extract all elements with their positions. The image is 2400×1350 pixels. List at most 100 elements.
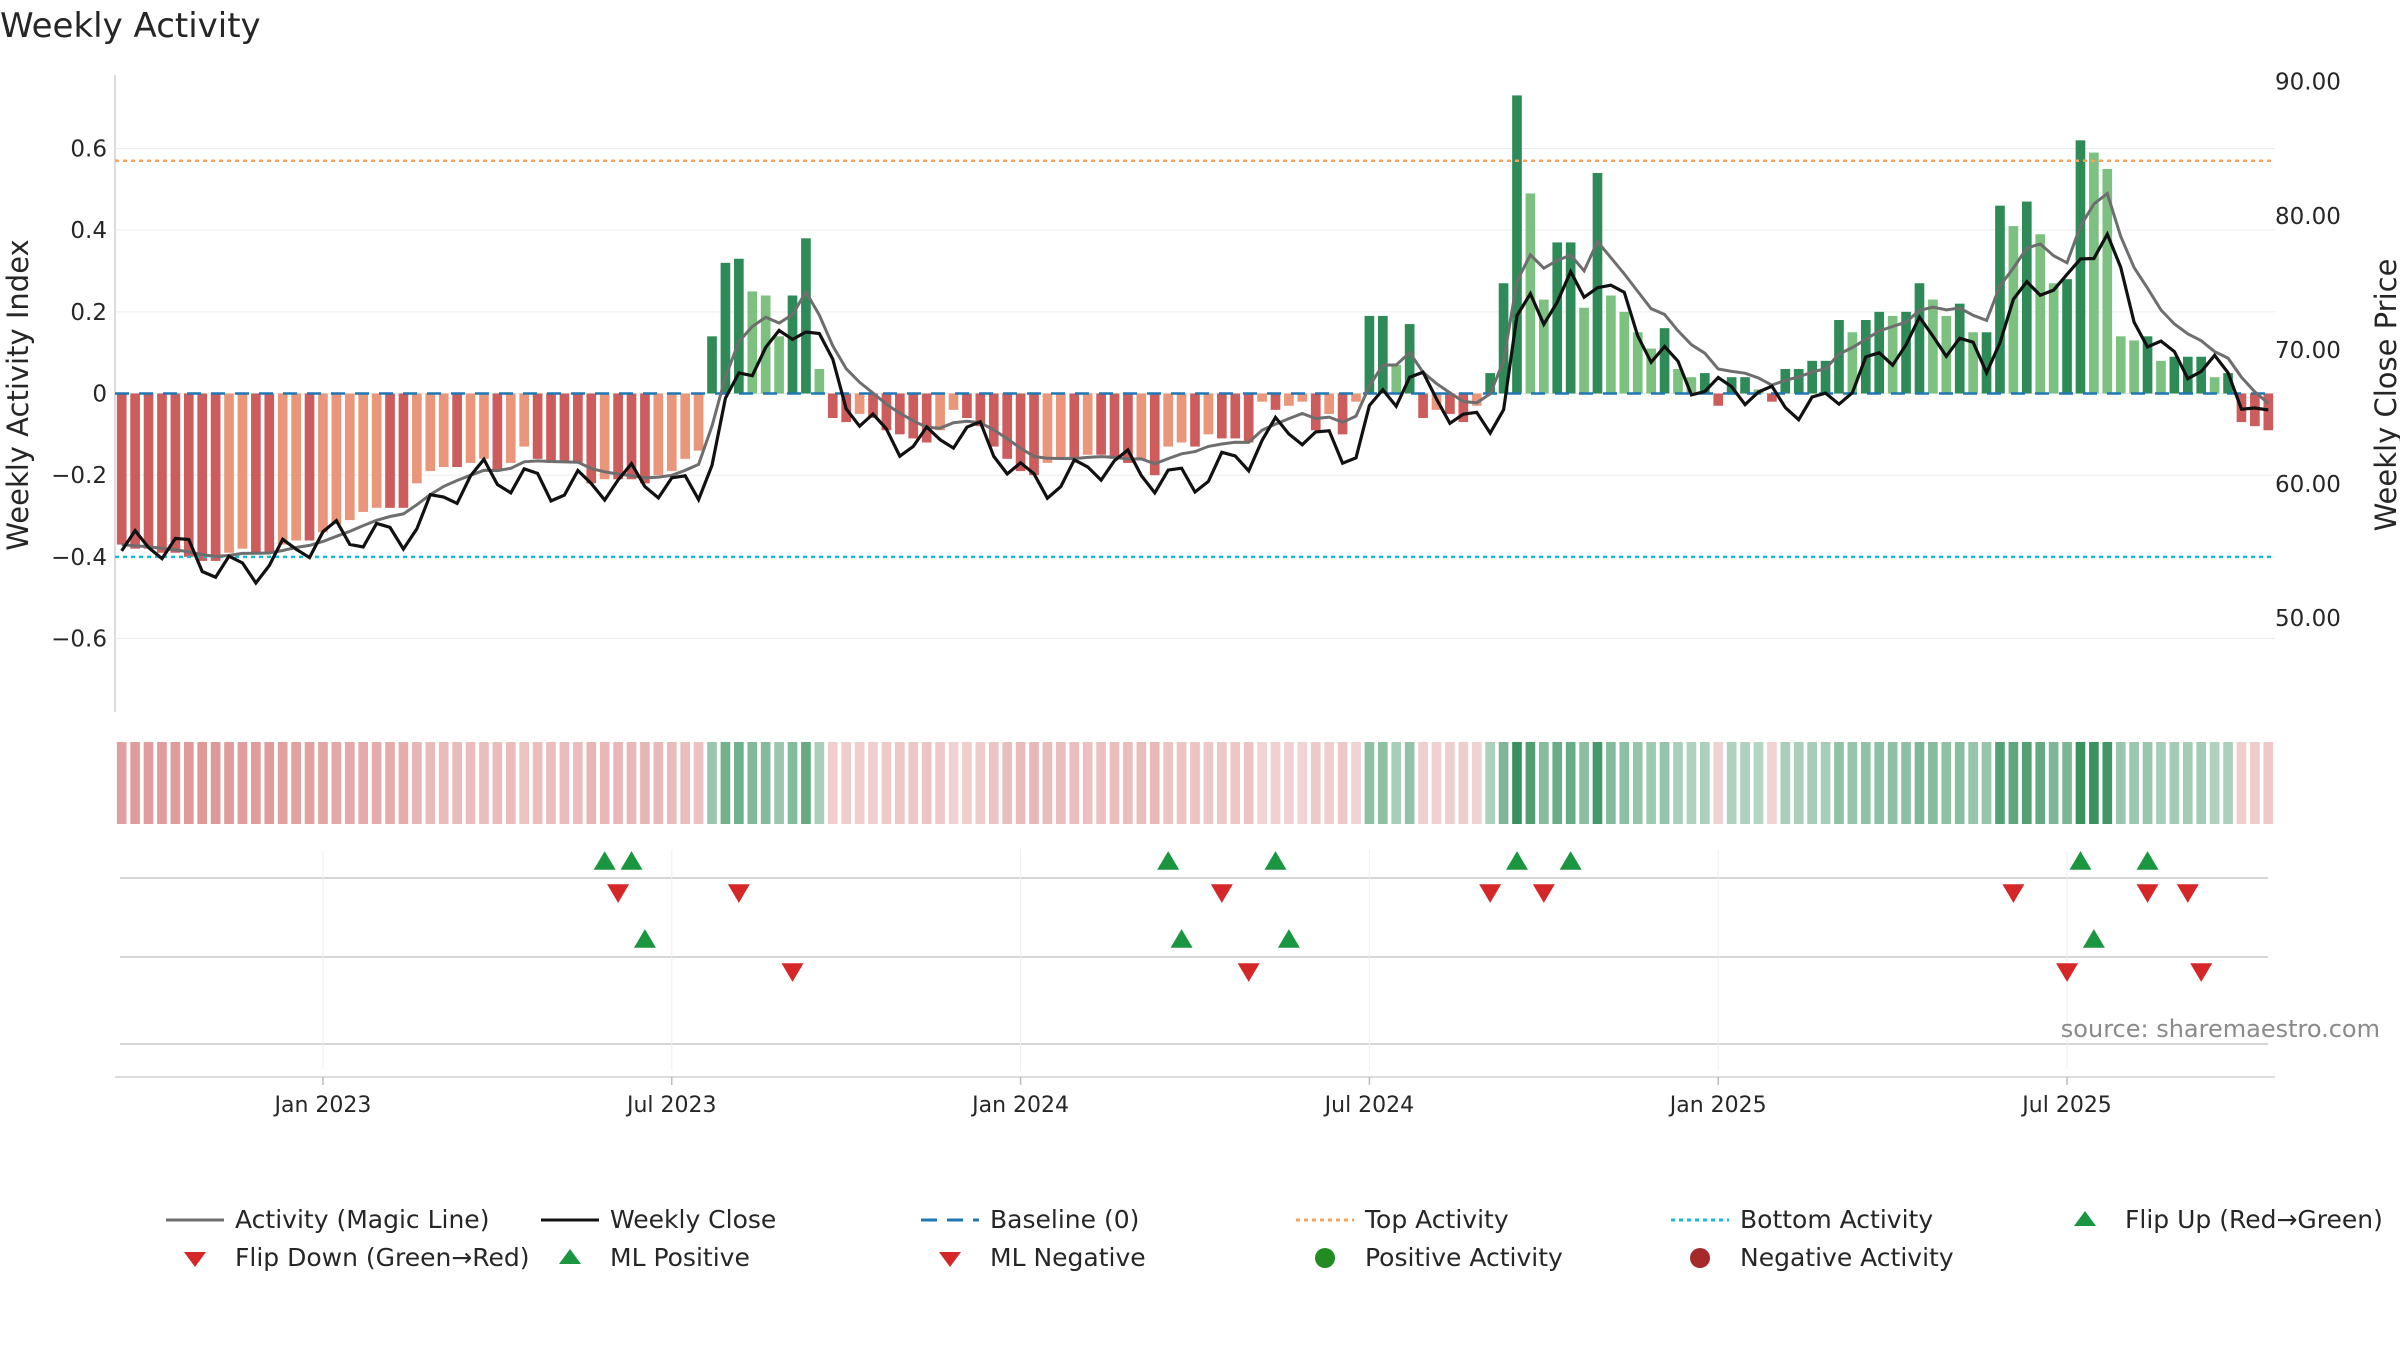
activity-bar <box>1377 315 1388 394</box>
heat-strip-cell <box>1297 742 1308 824</box>
activity-bar <box>1820 360 1831 394</box>
y-axis-label-right: Weekly Close Price <box>2369 259 2400 532</box>
source-watermark: source: sharemaestro.com <box>2060 1015 2380 1043</box>
heat-strip-cell <box>827 742 838 824</box>
y-tick-label-right: 50.00 <box>2275 606 2341 632</box>
activity-bar <box>760 295 771 394</box>
heat-strip-cell <box>1096 742 1106 824</box>
heat-strip-cell <box>304 742 315 824</box>
heat-strip-cell <box>868 742 878 824</box>
activity-bar <box>2169 356 2180 394</box>
heat-strip-cell <box>1592 742 1603 824</box>
activity-bar <box>1445 393 1455 414</box>
heat-strip-cell <box>1793 742 1804 824</box>
legend-swatch-mlPos <box>559 1249 581 1264</box>
heat-strip-cell <box>1364 742 1375 824</box>
heat-strip-cell <box>774 742 784 824</box>
activity-bar <box>2035 234 2046 394</box>
activity-bar <box>425 393 436 472</box>
heat-strip-cell <box>1190 742 1200 824</box>
heat-strip-cell <box>1404 742 1415 824</box>
ml-positive-marker <box>2082 929 2105 948</box>
heat-strip-cell <box>1284 742 1294 824</box>
heat-strip-cell <box>935 742 945 824</box>
heat-strip-cell <box>1069 742 1080 824</box>
activity-bar <box>183 393 194 557</box>
activity-bar <box>1337 393 1348 435</box>
heat-strip-cell <box>1498 742 1509 824</box>
heat-strip-cell <box>613 742 623 824</box>
chart-title: Weekly Activity <box>0 6 261 46</box>
activity-bar <box>935 393 945 431</box>
activity-bar <box>962 393 972 418</box>
activity-bar <box>2048 283 2059 394</box>
heat-strip-cell <box>170 742 181 824</box>
activity-bar <box>1149 393 1160 476</box>
ml-positive-marker <box>633 929 656 948</box>
activity-bar <box>1351 393 1361 402</box>
heat-strip-cell <box>465 742 476 824</box>
activity-bar <box>801 238 811 394</box>
heat-strip-cell <box>734 742 744 824</box>
y-tick-label-left: −0.6 <box>51 627 107 653</box>
activity-bar <box>1632 332 1643 394</box>
activity-bar <box>1914 283 1925 394</box>
activity-bar <box>264 393 275 553</box>
activity-bar <box>1364 315 1375 394</box>
heat-strip-cell <box>707 742 717 824</box>
heat-strip-cell <box>1767 742 1777 824</box>
activity-bar <box>1995 205 2005 394</box>
heat-strip-cell <box>693 742 704 824</box>
heat-strip-cell <box>412 742 422 824</box>
activity-bar <box>868 393 878 418</box>
activity-bar <box>2129 340 2139 394</box>
heat-strip-cell <box>143 742 154 824</box>
activity-bar <box>2142 336 2153 394</box>
heat-strip-cell <box>452 742 462 824</box>
heat-strip-cell <box>1243 742 1254 824</box>
flip-down-marker <box>2176 884 2199 903</box>
heat-strip-cell <box>1928 742 1938 824</box>
heat-strip-cell <box>2209 742 2220 824</box>
heat-strip-cell <box>1740 742 1750 824</box>
activity-bar <box>1310 393 1321 431</box>
heat-strip-cell <box>801 742 811 824</box>
heat-strip-cell <box>2089 742 2099 824</box>
heat-strip-cell <box>492 742 503 824</box>
y-tick-label-right: 80.00 <box>2275 204 2341 230</box>
activity-bar <box>573 393 583 463</box>
activity-bar <box>1123 393 1133 463</box>
y-tick-label-right: 70.00 <box>2275 338 2341 364</box>
heat-strip-cell <box>2196 742 2207 824</box>
y-tick-label-left: 0.2 <box>70 300 107 326</box>
heat-strip-cell <box>841 742 852 824</box>
activity-bar <box>1176 393 1187 443</box>
x-tick-label: Jan 2025 <box>1668 1093 1767 1118</box>
heat-strip-cell <box>264 742 275 824</box>
heat-strip-cell <box>438 742 449 824</box>
activity-bar <box>1391 364 1402 394</box>
heat-strip-cell <box>479 742 489 824</box>
activity-bar <box>1767 393 1777 402</box>
heat-strip-cell <box>2062 742 2072 824</box>
heat-strip-cell <box>197 742 208 824</box>
legend-label: ML Positive <box>610 1243 750 1272</box>
activity-bar <box>1659 328 1670 394</box>
activity-bar <box>2263 393 2274 431</box>
activity-bar <box>1740 377 1750 394</box>
activity-bar <box>787 295 798 394</box>
activity-bar <box>1887 315 1898 394</box>
activity-bar <box>1512 95 1522 394</box>
heat-strip-cell <box>559 742 570 824</box>
heat-strip-cell <box>1337 742 1348 824</box>
heat-strip-cell <box>1954 742 1965 824</box>
heat-strip-cell <box>680 742 691 824</box>
legend-label: Flip Down (Green→Red) <box>235 1243 530 1272</box>
heat-strip-cell <box>2169 742 2180 824</box>
activity-bar <box>1847 332 1858 394</box>
activity-bar <box>479 393 489 459</box>
heat-strip-cell <box>385 742 395 824</box>
heat-strip-cell <box>1713 742 1724 824</box>
activity-bar <box>1418 393 1428 418</box>
activity-bar <box>1230 393 1241 439</box>
